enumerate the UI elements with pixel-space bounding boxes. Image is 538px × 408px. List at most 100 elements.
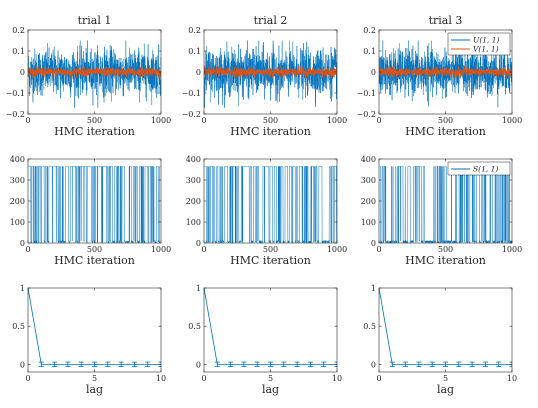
data-layer	[28, 288, 161, 368]
series-line-1	[28, 166, 161, 243]
error-bar	[321, 361, 327, 368]
error-bar	[241, 361, 247, 368]
y-tick-label: 1	[196, 284, 201, 293]
x-tick-label: 500	[438, 116, 453, 125]
y-tick-label: 300	[186, 176, 201, 185]
error-bar	[214, 361, 220, 368]
data-layer	[379, 40, 512, 108]
y-tick-label: 1	[371, 284, 376, 293]
error-bar	[228, 361, 234, 368]
error-bar	[307, 361, 313, 368]
x-axis-label: HMC iteration	[230, 254, 311, 267]
error-bar	[118, 361, 124, 368]
x-tick-label: 1000	[502, 116, 522, 125]
subplot-3-3: 0 5 10 0 0.5 1 lag	[363, 284, 517, 396]
series-line-1	[204, 40, 337, 108]
x-tick-label: 1000	[327, 116, 347, 125]
x-axis-label: HMC iteration	[230, 125, 311, 138]
x-tick-label: 0	[376, 374, 381, 383]
x-tick-label: 0	[201, 374, 206, 383]
y-tick-label: −0.1	[357, 89, 376, 98]
y-tick-label: 400	[10, 155, 25, 164]
x-tick-label: 1000	[327, 245, 347, 254]
error-bar	[105, 361, 111, 368]
subplot-1-2: 0 500 1000 −0.2 −0.1 0 0.1 0.2 HMC iteration tria…	[182, 14, 348, 138]
y-tick-label: 300	[10, 176, 25, 185]
subplot-1-1: 0 500 1000 −0.2 −0.1 0 0.1 0.2 HMC iteration tria…	[6, 14, 172, 138]
error-bar	[158, 361, 161, 368]
x-tick-label: 1000	[151, 116, 171, 125]
x-tick-label: 0	[201, 245, 206, 254]
y-tick-label: 0	[371, 239, 376, 248]
plot-area	[379, 288, 512, 372]
error-bar	[334, 361, 337, 368]
y-tick-label: −0.2	[357, 110, 376, 119]
y-tick-label: 0	[196, 68, 201, 77]
y-tick-label: 100	[186, 218, 201, 227]
error-bar	[443, 361, 448, 368]
error-bar	[482, 361, 488, 368]
y-tick-label: −0.2	[6, 110, 25, 119]
error-bar	[403, 361, 409, 368]
y-tick-label: 0.2	[188, 26, 201, 35]
y-tick-label: 0.5	[12, 322, 25, 331]
y-tick-label: −0.1	[182, 89, 201, 98]
y-tick-label: 100	[10, 218, 25, 227]
x-tick-label: 500	[263, 116, 278, 125]
subplot-title: trial 3	[429, 14, 463, 27]
error-bar	[52, 361, 58, 368]
series-line-2	[28, 65, 161, 79]
data-layer	[379, 288, 512, 368]
y-tick-label: 0	[20, 360, 25, 369]
series-line-2	[204, 65, 337, 79]
y-tick-label: 0	[20, 239, 25, 248]
data-layer	[204, 166, 337, 243]
x-tick-label: 5	[92, 374, 97, 383]
y-tick-label: 0.5	[188, 322, 201, 331]
error-bar	[429, 361, 435, 368]
subplot-3-2: 0 5 10 0 0.5 1 lag	[188, 284, 342, 396]
error-bar	[92, 361, 97, 368]
error-bar	[131, 361, 137, 368]
legend-entry: S(1, 1)	[473, 165, 498, 174]
series-line-1	[28, 40, 161, 108]
series-line-1	[204, 166, 337, 243]
error-bar	[294, 361, 300, 368]
data-layer	[204, 40, 337, 108]
plot-area	[204, 288, 337, 372]
y-tick-label: 0	[371, 68, 376, 77]
y-tick-label: 100	[361, 218, 376, 227]
x-tick-label: 0	[25, 374, 30, 383]
x-axis-label: HMC iteration	[405, 125, 486, 138]
x-tick-label: 500	[87, 116, 102, 125]
y-tick-label: 200	[186, 197, 201, 206]
x-tick-label: 500	[263, 245, 278, 254]
error-bar	[268, 361, 273, 368]
legend: U(1, 1)V(1, 1)	[447, 32, 511, 56]
y-tick-label: 0.2	[363, 26, 376, 35]
error-bar	[78, 361, 84, 368]
legend: S(1, 1)	[447, 161, 511, 176]
x-axis-label: lag	[86, 383, 103, 396]
error-bar	[509, 361, 512, 368]
y-tick-label: 0.1	[363, 47, 376, 56]
error-bar	[254, 361, 260, 368]
x-tick-label: 500	[87, 245, 102, 254]
data-layer	[28, 40, 161, 108]
plot-area	[28, 288, 161, 372]
error-bar	[38, 361, 44, 368]
x-tick-label: 5	[443, 374, 448, 383]
y-tick-label: 200	[10, 197, 25, 206]
subplot-1-3: 0 500 1000 −0.2 −0.1 0 0.1 0.2 HMC iteration tria…	[357, 14, 523, 138]
y-tick-label: 0	[196, 239, 201, 248]
y-tick-label: 300	[361, 176, 376, 185]
x-tick-label: 10	[507, 374, 517, 383]
data-layer	[28, 166, 161, 243]
legend-entry: U(1, 1)	[473, 36, 500, 45]
subplot-2-1: 0 500 1000 0 100 200 300 400 HMC iteration	[10, 155, 171, 267]
y-tick-label: 200	[361, 197, 376, 206]
y-tick-label: 0	[371, 360, 376, 369]
data-layer	[204, 288, 337, 368]
subplot-2-2: 0 500 1000 0 100 200 300 400 HMC iteration	[186, 155, 347, 267]
